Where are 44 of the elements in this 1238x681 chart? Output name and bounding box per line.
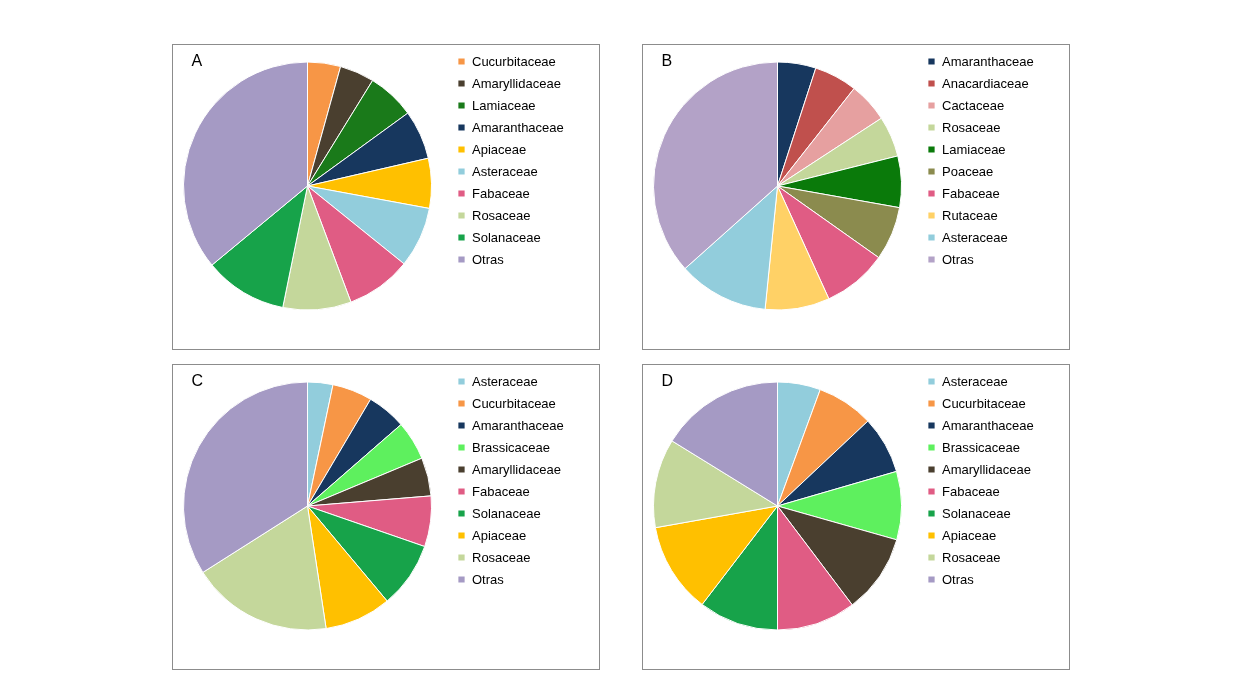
legend-label: Fabaceae [472,483,530,499]
legend-label: Asteraceae [942,229,1008,245]
legend-label: Brassicaceae [472,439,551,455]
legend-label: Amaryllidaceae [942,461,1031,477]
legend-label: Fabaceae [942,185,1000,201]
legend-label: Rosaceae [472,207,531,223]
legend-label: Cactaceae [942,97,1005,113]
legend-label: Apiaceae [472,527,527,543]
legend-label: Rutaceae [942,207,998,223]
legend-label: Solanaceae [472,505,541,521]
legend-label: Apiaceae [472,141,527,157]
legend-label: Rosaceae [472,549,531,565]
legend-label: Lamiaceae [472,97,536,113]
chart-title: C [191,372,204,389]
legend-label: Solanaceae [942,505,1011,521]
legend-label: Brassicaceae [942,439,1021,455]
legend-label: Fabaceae [472,185,530,201]
legend-label: Cucurbitaceae [472,53,556,69]
legend-label: Cucurbitaceae [472,395,556,411]
legend-label: Amaranthaceae [942,53,1034,69]
legend-label: Cucurbitaceae [942,395,1026,411]
legend-label: Anacardiaceae [942,75,1029,91]
legend-label: Rosaceae [942,549,1001,565]
legend-label: Poaceae [942,163,994,179]
legend-label: Apiaceae [942,527,997,543]
legend-label: Solanaceae [472,229,541,245]
legend-label: Amaranthaceae [942,417,1034,433]
legend-label: Otras [472,571,505,587]
legend-label: Amaranthaceae [472,119,564,135]
legend-label: Otras [942,571,975,587]
legend-label: Lamiaceae [942,141,1006,157]
legend-label: Asteraceae [942,373,1008,389]
legend-label: Amaranthaceae [472,417,564,433]
legend-label: Fabaceae [942,483,1000,499]
chart-title: D [661,372,674,389]
chart-title: A [191,52,203,69]
legend-label: Asteraceae [472,373,538,389]
legend-label: Otras [472,251,505,267]
chart-title: B [661,52,673,69]
legend-label: Asteraceae [472,163,538,179]
legend-label: Amaryllidaceae [472,75,561,91]
legend-label: Rosaceae [942,119,1001,135]
legend-label: Amaryllidaceae [472,461,561,477]
legend-label: Otras [942,251,975,267]
